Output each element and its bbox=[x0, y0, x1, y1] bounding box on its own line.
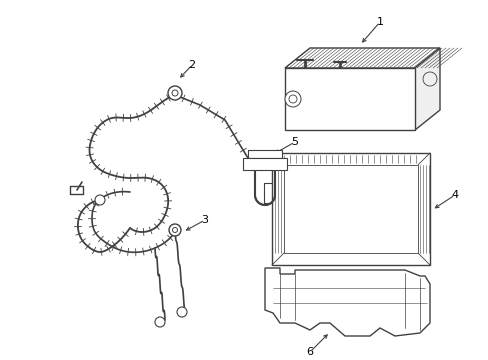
Circle shape bbox=[169, 224, 181, 236]
Circle shape bbox=[285, 91, 301, 107]
Circle shape bbox=[168, 86, 182, 100]
Circle shape bbox=[177, 307, 186, 317]
Circle shape bbox=[172, 90, 178, 96]
Polygon shape bbox=[285, 48, 439, 68]
Polygon shape bbox=[414, 48, 439, 130]
Circle shape bbox=[95, 195, 105, 205]
Text: 1: 1 bbox=[376, 17, 383, 27]
Circle shape bbox=[288, 95, 296, 103]
Polygon shape bbox=[271, 153, 429, 265]
Polygon shape bbox=[247, 150, 282, 158]
Circle shape bbox=[155, 317, 164, 327]
Circle shape bbox=[422, 72, 436, 86]
Polygon shape bbox=[243, 158, 286, 170]
Text: 4: 4 bbox=[450, 190, 458, 200]
Polygon shape bbox=[284, 165, 417, 253]
Text: 2: 2 bbox=[188, 60, 195, 70]
Polygon shape bbox=[285, 68, 414, 130]
Polygon shape bbox=[264, 268, 429, 336]
Text: 3: 3 bbox=[201, 215, 208, 225]
Text: 5: 5 bbox=[291, 137, 298, 147]
Text: 6: 6 bbox=[306, 347, 313, 357]
Circle shape bbox=[172, 228, 177, 233]
